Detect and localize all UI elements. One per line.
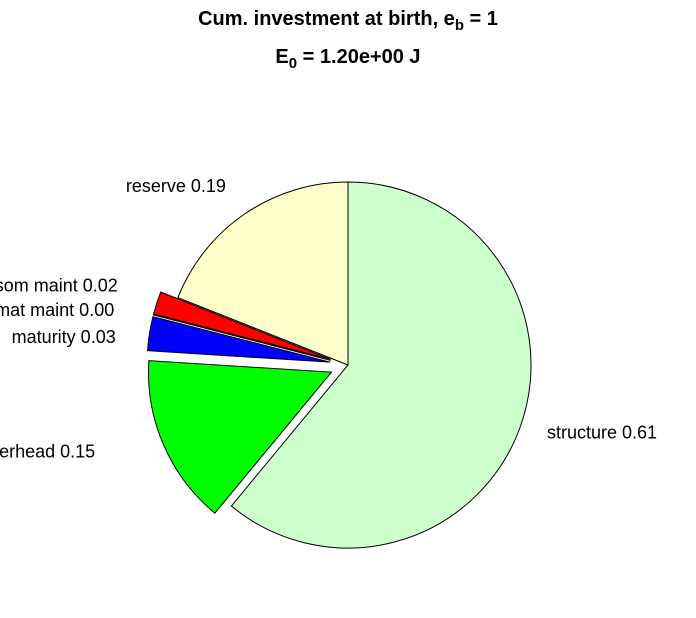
pie-slice-growth-overhead	[147, 360, 333, 514]
pie-slice-maturity	[147, 316, 331, 363]
pie-label-growth-overhead: growth overhead 0.15	[0, 442, 95, 462]
pie-label-structure: structure 0.61	[547, 423, 657, 443]
chart-title: Cum. investment at birth, eb = 1	[198, 8, 498, 34]
pie-slice-reserve	[177, 181, 349, 366]
pie-slice-som-maint	[153, 291, 332, 360]
pie-label-som-maint: som maint 0.02	[0, 275, 118, 295]
chart-subtitle: E0 = 1.20e+00 J	[275, 46, 421, 72]
pie-slice-structure	[230, 181, 532, 549]
pie-label-maturity: maturity 0.03	[12, 327, 116, 347]
pie-label-reserve: reserve 0.19	[126, 176, 226, 196]
pie-label-mat-maint: mat maint 0.00	[0, 300, 114, 320]
